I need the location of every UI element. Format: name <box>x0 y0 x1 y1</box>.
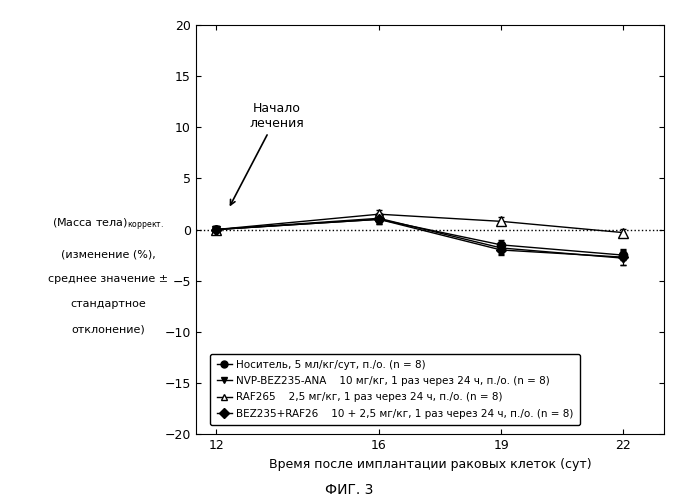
Legend: Носитель, 5 мл/кг/сут, п./о. (n = 8), NVP-BEZ235-ANA    10 мг/кг, 1 раз через 24: Носитель, 5 мл/кг/сут, п./о. (n = 8), NV… <box>210 354 580 425</box>
Text: стандартное: стандартное <box>71 299 146 309</box>
Text: Начало
лечения: Начало лечения <box>231 102 305 205</box>
Text: (Масса тела)$_{\mathregular{коррект.}}$: (Масса тела)$_{\mathregular{коррект.}}$ <box>52 217 164 233</box>
Text: (изменение (%),: (изменение (%), <box>61 250 156 259</box>
Text: среднее значение ±: среднее значение ± <box>48 274 168 284</box>
Text: ФИГ. 3: ФИГ. 3 <box>325 483 374 497</box>
Text: отклонение): отклонение) <box>71 324 145 334</box>
X-axis label: Время после имплантации раковых клеток (сут): Время после имплантации раковых клеток (… <box>268 458 591 471</box>
